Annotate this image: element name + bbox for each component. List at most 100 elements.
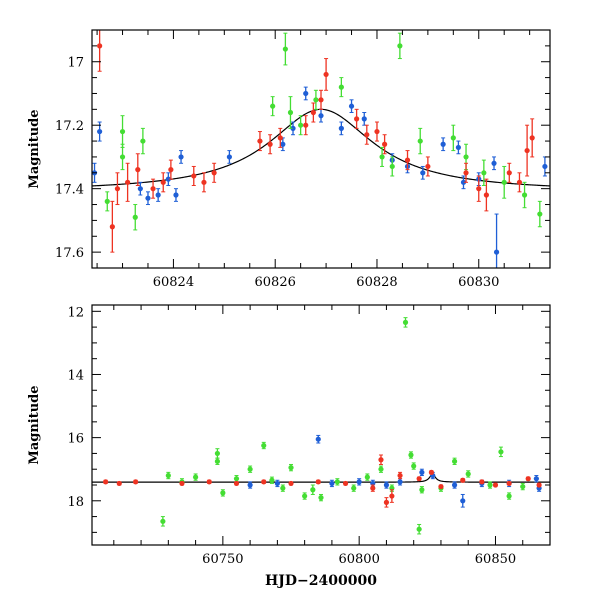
data-point: [382, 141, 388, 147]
data-point: [498, 449, 504, 455]
data-point: [191, 173, 197, 179]
y-tick-label: 16: [67, 432, 84, 447]
data-point: [397, 472, 403, 479]
data-point: [338, 84, 344, 90]
y-tick-label: 18: [67, 495, 84, 510]
data-point: [487, 482, 493, 488]
data-point: [524, 147, 530, 154]
top-panel: 60824 60826 60828 60830 17 17.2 17.4 17.6 Magnit…: [27, 29, 551, 290]
data-point: [274, 480, 280, 487]
y-axis-label: Magnitude: [27, 385, 42, 464]
data-point: [290, 125, 296, 131]
data-point: [389, 493, 395, 499]
data-point: [438, 483, 444, 490]
series-green: [160, 317, 526, 535]
data-point: [354, 116, 360, 122]
data-point: [419, 469, 425, 475]
y-tick-label: 17.6: [55, 246, 84, 261]
data-point: [261, 442, 267, 449]
data-point: [220, 490, 226, 496]
data-point: [542, 163, 548, 170]
data-point: [481, 170, 487, 176]
data-point: [119, 128, 126, 135]
data-point: [389, 163, 395, 170]
y-axis-label: Magnitude: [27, 109, 42, 188]
series-red: [103, 454, 542, 508]
data-point: [178, 154, 184, 160]
data-point: [483, 192, 489, 198]
data-point: [397, 479, 403, 485]
data-point: [440, 141, 446, 147]
bottom-panel: 60750 60800 60850 12 14 16 18 Magnitude HJD−2400…: [27, 304, 551, 589]
data-point: [460, 498, 466, 504]
data-point: [370, 485, 376, 491]
data-point: [408, 452, 414, 458]
data-point: [109, 224, 115, 230]
x-tick-label: 60750: [202, 552, 243, 567]
data-point: [247, 482, 253, 488]
data-point: [303, 90, 309, 97]
data-point: [318, 495, 324, 501]
data-point: [506, 480, 512, 487]
data-point: [267, 141, 273, 147]
data-point: [133, 479, 139, 485]
data-point: [298, 122, 304, 128]
data-point: [318, 113, 324, 119]
data-point: [165, 472, 171, 479]
data-point: [501, 179, 507, 185]
data-point: [416, 526, 422, 532]
data-point: [226, 154, 232, 160]
data-point: [97, 128, 103, 135]
data-point: [420, 170, 426, 176]
data-point: [428, 469, 435, 475]
x-tick-label: 60800: [338, 552, 379, 567]
data-point: [247, 466, 253, 472]
data-point: [261, 479, 267, 485]
data-point: [463, 154, 469, 160]
data-point: [280, 485, 286, 491]
axes-frame: [91, 29, 551, 269]
data-point: [397, 43, 403, 49]
data-point: [155, 192, 161, 198]
data-point: [173, 192, 179, 198]
data-point: [479, 479, 485, 485]
data-point: [135, 167, 141, 173]
data-point: [233, 476, 240, 482]
data-point: [338, 125, 344, 131]
data-point: [277, 135, 283, 141]
data-point: [356, 479, 362, 485]
data-point: [417, 138, 423, 144]
data-point: [455, 144, 461, 151]
data-point: [165, 176, 171, 182]
data-point: [211, 170, 217, 176]
data-point: [465, 471, 471, 477]
data-point: [419, 487, 425, 493]
data-point: [303, 122, 309, 128]
data-point: [463, 170, 469, 176]
y-tick-label: 17: [67, 56, 84, 71]
data-point: [379, 154, 385, 160]
data-point: [525, 476, 531, 482]
y-tick-label: 17.2: [55, 119, 84, 134]
data-point: [233, 480, 240, 487]
data-point: [460, 179, 467, 185]
data-point: [476, 186, 482, 192]
data-point: [192, 474, 199, 480]
data-point: [168, 167, 174, 173]
y-tick-label: 17.4: [55, 183, 84, 198]
data-point: [310, 109, 316, 116]
data-point: [201, 179, 207, 185]
x-tick-label: 60828: [356, 275, 397, 290]
data-point: [288, 480, 294, 487]
data-point: [97, 43, 103, 49]
data-point: [160, 518, 166, 524]
y-tick-label: 14: [67, 368, 84, 383]
data-point: [315, 479, 321, 485]
data-point: [313, 97, 319, 103]
data-point: [411, 463, 417, 469]
x-tick-label: 60830: [458, 275, 499, 290]
data-point: [460, 477, 466, 483]
data-point: [378, 457, 384, 463]
y-tick-label: 12: [67, 305, 84, 320]
